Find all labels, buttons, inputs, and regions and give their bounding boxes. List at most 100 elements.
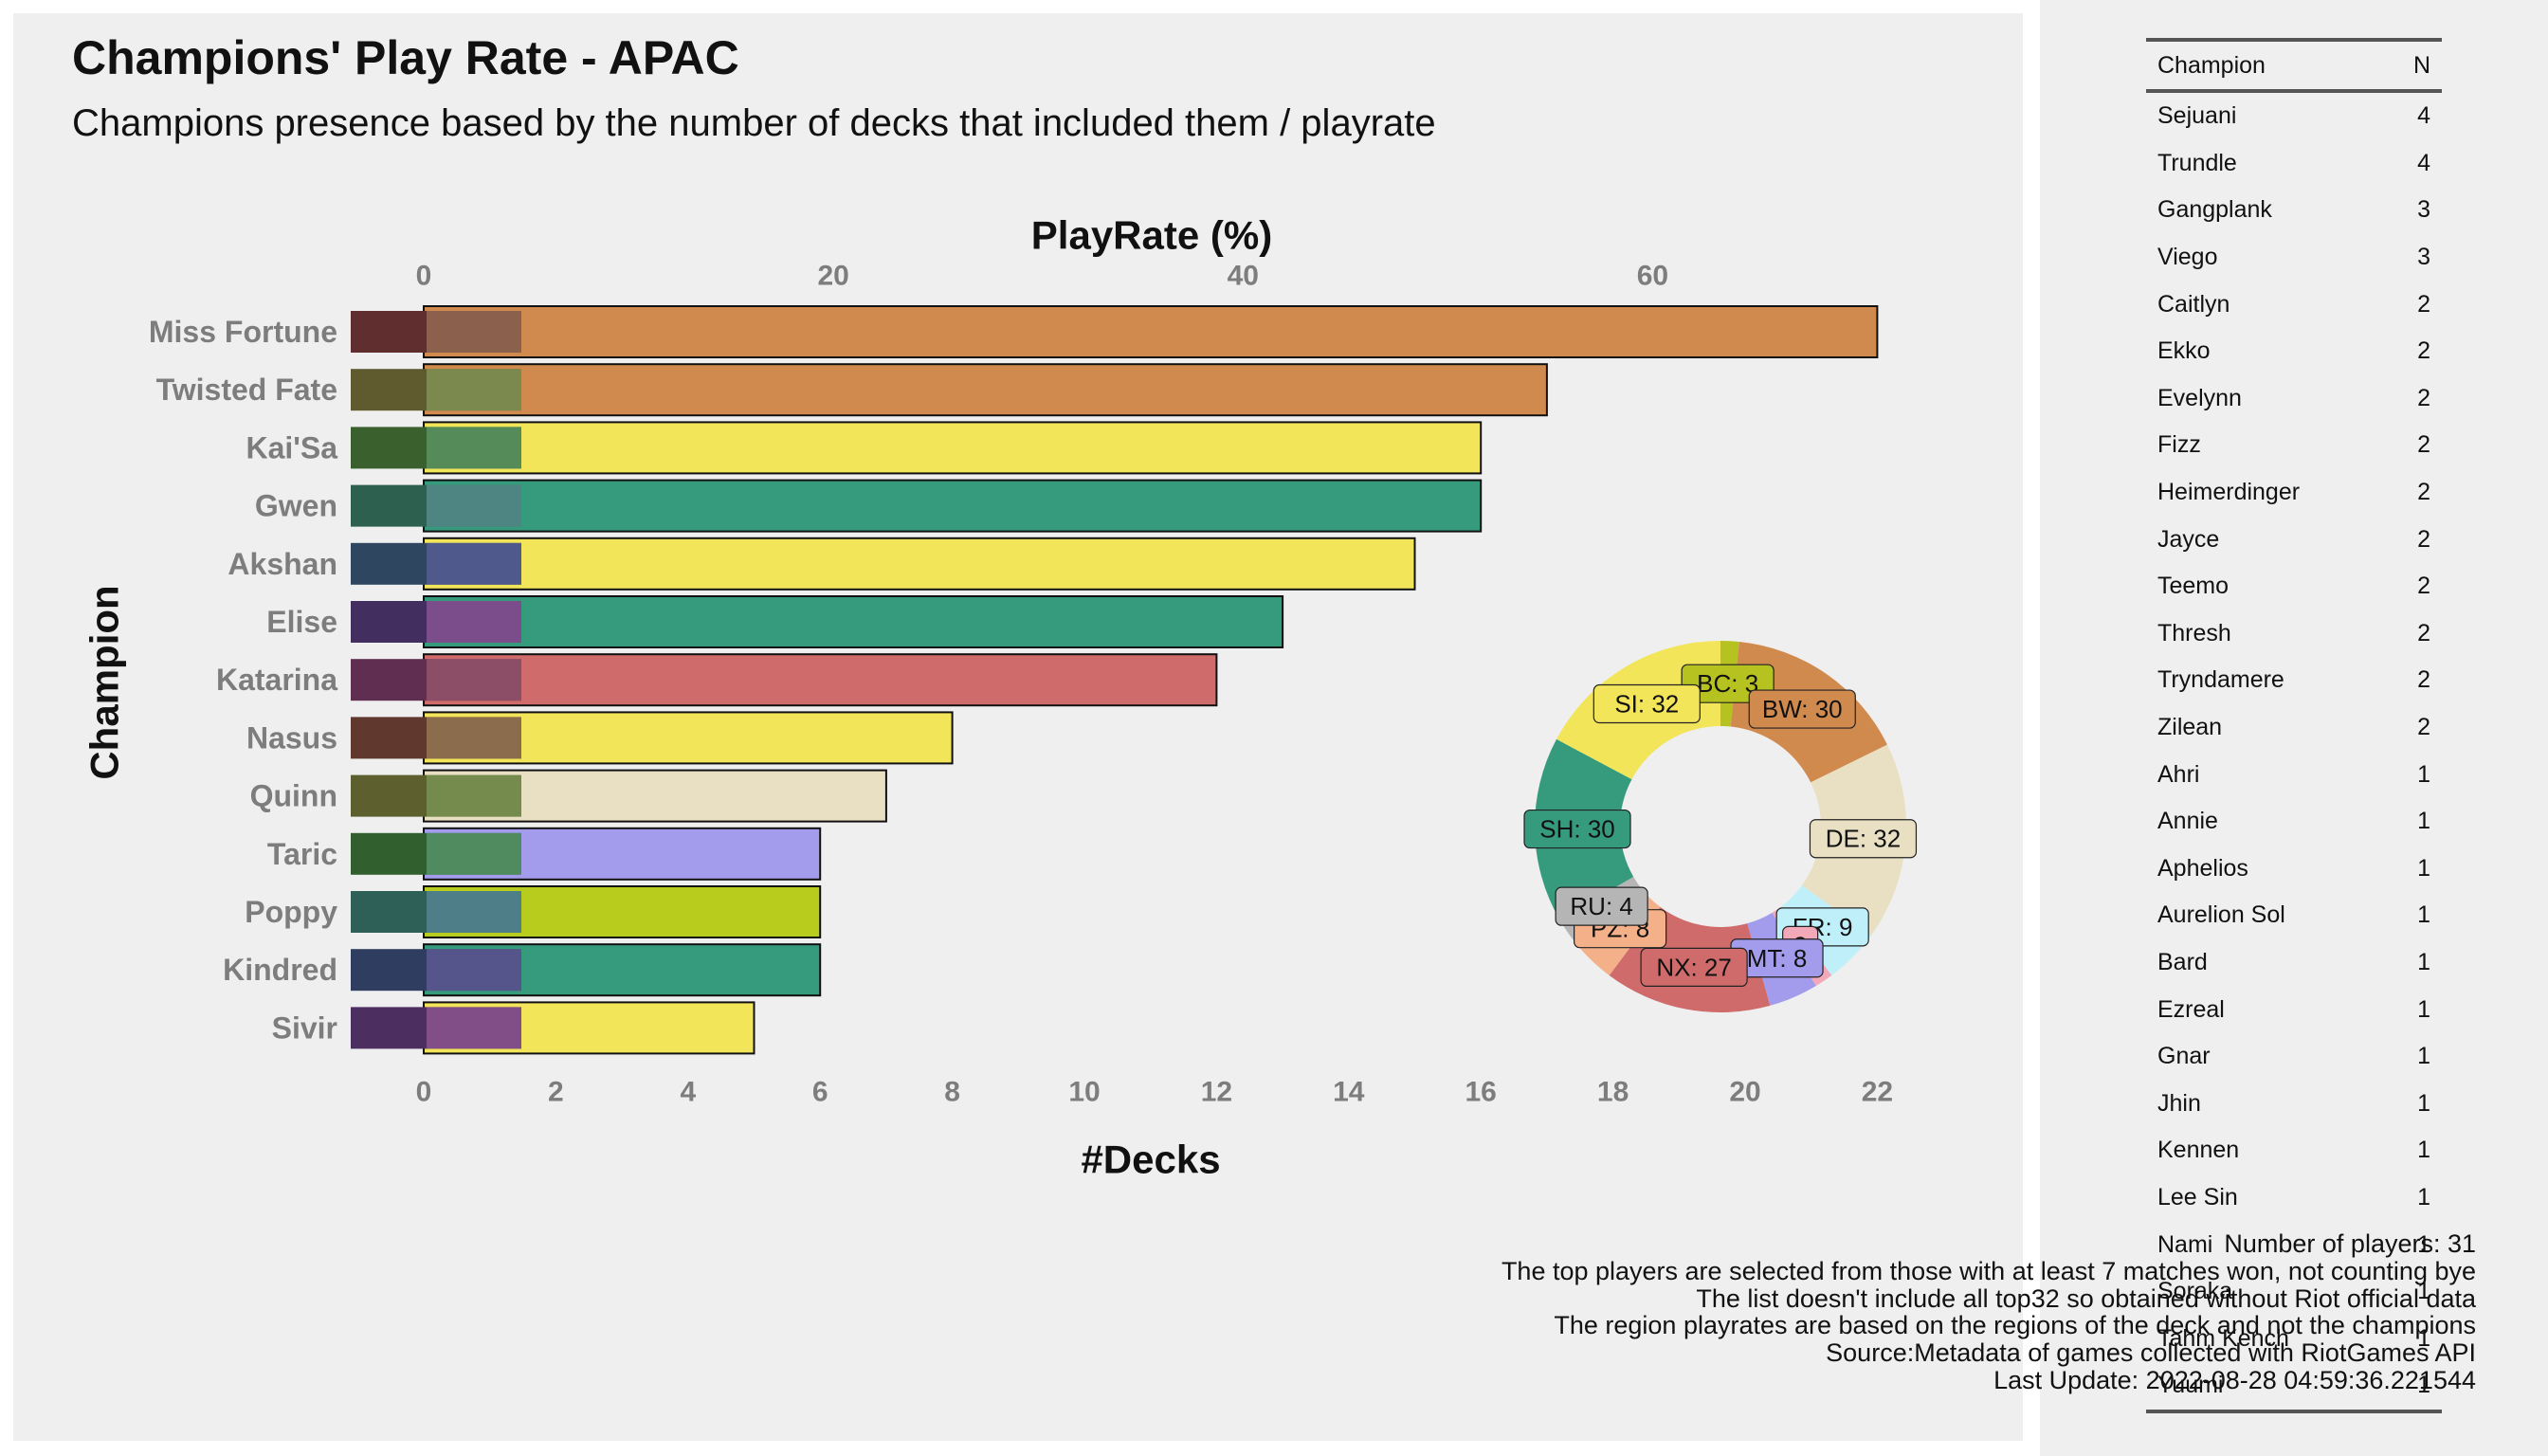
- table-row: Trundle 4: [2146, 140, 2442, 188]
- table-row: Gangplank 3: [2146, 187, 2442, 234]
- count-cell: 1: [2417, 1183, 2430, 1210]
- champion-name-cell: Gangplank: [2157, 196, 2272, 224]
- count-cell: 3: [2417, 244, 2430, 271]
- table-row: Ahri 1: [2146, 751, 2442, 798]
- category-label: Katarina: [216, 663, 337, 697]
- champion-name-cell: Evelynn: [2157, 384, 2242, 411]
- champion-thumbnail-highlight: [427, 832, 521, 875]
- champion-name-cell: Lee Sin: [2157, 1183, 2238, 1210]
- champion-name-cell: Jayce: [2157, 525, 2220, 553]
- table-row: Bard 1: [2146, 939, 2442, 987]
- category-label: Sivir: [272, 1010, 337, 1045]
- table-row: Heimerdinger 2: [2146, 469, 2442, 517]
- x-axis-title: #Decks: [1081, 1138, 1220, 1182]
- count-cell: 1: [2384, 1362, 2442, 1413]
- x-tick-label: 22: [1862, 1077, 1893, 1108]
- donut-label-box: [1809, 819, 1918, 859]
- x-tick-label: 8: [944, 1077, 960, 1108]
- champion-name-cell: Sejuani: [2157, 102, 2237, 130]
- table-row: Tryndamere 2: [2146, 657, 2442, 704]
- x-tick-label: 12: [1201, 1077, 1232, 1108]
- champion-name-cell: Kennen: [2157, 1137, 2240, 1164]
- count-cell: 2: [2417, 619, 2430, 646]
- footnote: The list doesn't include all top32 so ob…: [1696, 1283, 2476, 1313]
- champion-name-cell: Thresh: [2157, 619, 2231, 646]
- champion-thumbnail-highlight: [427, 542, 521, 585]
- bar: [423, 595, 1284, 648]
- champion-name-cell: Ahri: [2157, 760, 2200, 788]
- champion-name-cell: Yuumi: [2146, 1362, 2385, 1413]
- champion-name-cell: Heimerdinger: [2157, 479, 2301, 506]
- table-row: Ezreal 1: [2146, 986, 2442, 1033]
- x-tick-label: 10: [1068, 1077, 1100, 1108]
- column-header-champion: Champion: [2146, 38, 2385, 93]
- bar: [423, 653, 1218, 707]
- table-row: Lee Sin 1: [2146, 1174, 2442, 1222]
- champion-name-cell: Ekko: [2157, 337, 2211, 365]
- donut-label: BC: 3: [1697, 669, 1758, 698]
- table-row: Ekko 2: [2146, 328, 2442, 375]
- footnote: Source:Metadata of games collected with …: [1826, 1338, 2476, 1368]
- table-row: Caitlyn 2: [2146, 281, 2442, 328]
- champion-name-cell: Zilean: [2157, 714, 2223, 741]
- count-cell: 1: [2417, 1324, 2430, 1352]
- count-cell: 2: [2417, 479, 2430, 506]
- category-label: Akshan: [228, 547, 337, 581]
- x-tick-label: 14: [1333, 1077, 1365, 1108]
- champion-thumbnail-highlight: [427, 601, 521, 643]
- champion-name-cell: Tahm Kench: [2157, 1324, 2289, 1352]
- table-row: Aphelios 1: [2146, 846, 2442, 893]
- champion-thumbnail-highlight: [427, 1007, 521, 1049]
- donut-label-box: [1592, 683, 1701, 724]
- champion-name-cell: Caitlyn: [2157, 290, 2230, 318]
- secondary-tick-label: 40: [1228, 261, 1259, 292]
- column-header-n: N: [2384, 38, 2442, 93]
- secondary-tick-label: 0: [416, 261, 432, 292]
- champion-name-cell: Viego: [2157, 244, 2218, 271]
- table-row: Viego 3: [2146, 234, 2442, 282]
- secondary-tick-label: 60: [1637, 261, 1668, 292]
- bar-chart: Miss Fortune Twisted Fate Kai'Sa Gwen Akshan…: [82, 213, 1918, 1182]
- champion-name-cell: Soraka: [2157, 1278, 2233, 1305]
- footnotes: Number of players: 31 The top players ar…: [1502, 1230, 2476, 1394]
- count-cell: 1: [2417, 854, 2430, 882]
- count-cell: 2: [2417, 666, 2430, 694]
- count-cell: 1: [2417, 901, 2430, 929]
- champion-table: Champion N Sejuani 4 Trundle 4 Gangplank 3 Vie…: [2146, 38, 2442, 1413]
- count-cell: 3: [2417, 196, 2430, 224]
- bars-layer: [351, 305, 1879, 1055]
- donut-label-box: [1748, 689, 1856, 729]
- bar: [423, 305, 1879, 358]
- category-label: Quinn: [250, 779, 337, 813]
- champion-name-cell: Jhin: [2157, 1089, 2201, 1117]
- x-tick-label: 2: [548, 1077, 564, 1108]
- axis-layer: Miss Fortune Twisted Fate Kai'Sa Gwen Akshan…: [82, 213, 1894, 1182]
- champion-thumbnail-highlight: [427, 427, 521, 469]
- category-label: Elise: [266, 605, 337, 639]
- champion-thumbnail-highlight: [427, 949, 521, 992]
- champion-thumbnail-highlight: [427, 369, 521, 411]
- count-cell: 1: [2417, 948, 2430, 975]
- count-cell: 2: [2417, 384, 2430, 411]
- champion-name-cell: Gnar: [2157, 1043, 2211, 1070]
- category-label: Kai'Sa: [246, 430, 337, 464]
- champion-thumbnail-highlight: [427, 774, 521, 817]
- donut-label-box: [1640, 947, 1748, 988]
- bar: [423, 537, 1416, 591]
- champion-name-cell: Tryndamere: [2157, 666, 2284, 694]
- count-cell: 1: [2417, 995, 2430, 1023]
- count-cell: 1: [2417, 1043, 2430, 1070]
- side-panel: [2040, 0, 2548, 1456]
- y-axis-title: Champion: [82, 585, 127, 779]
- champion-name-cell: Annie: [2157, 808, 2218, 835]
- bar: [423, 479, 1483, 533]
- count-cell: 2: [2417, 714, 2430, 741]
- table-row: Teemo 2: [2146, 563, 2442, 610]
- donut-label: BW: 30: [1762, 695, 1843, 723]
- footnote: Number of players: 31: [2224, 1229, 2476, 1258]
- champion-name-cell: Fizz: [2157, 431, 2201, 459]
- donut-label: MT: 8: [1747, 944, 1808, 973]
- category-label: Gwen: [255, 489, 337, 523]
- x-tick-label: 18: [1597, 1077, 1629, 1108]
- category-label: Poppy: [245, 895, 337, 929]
